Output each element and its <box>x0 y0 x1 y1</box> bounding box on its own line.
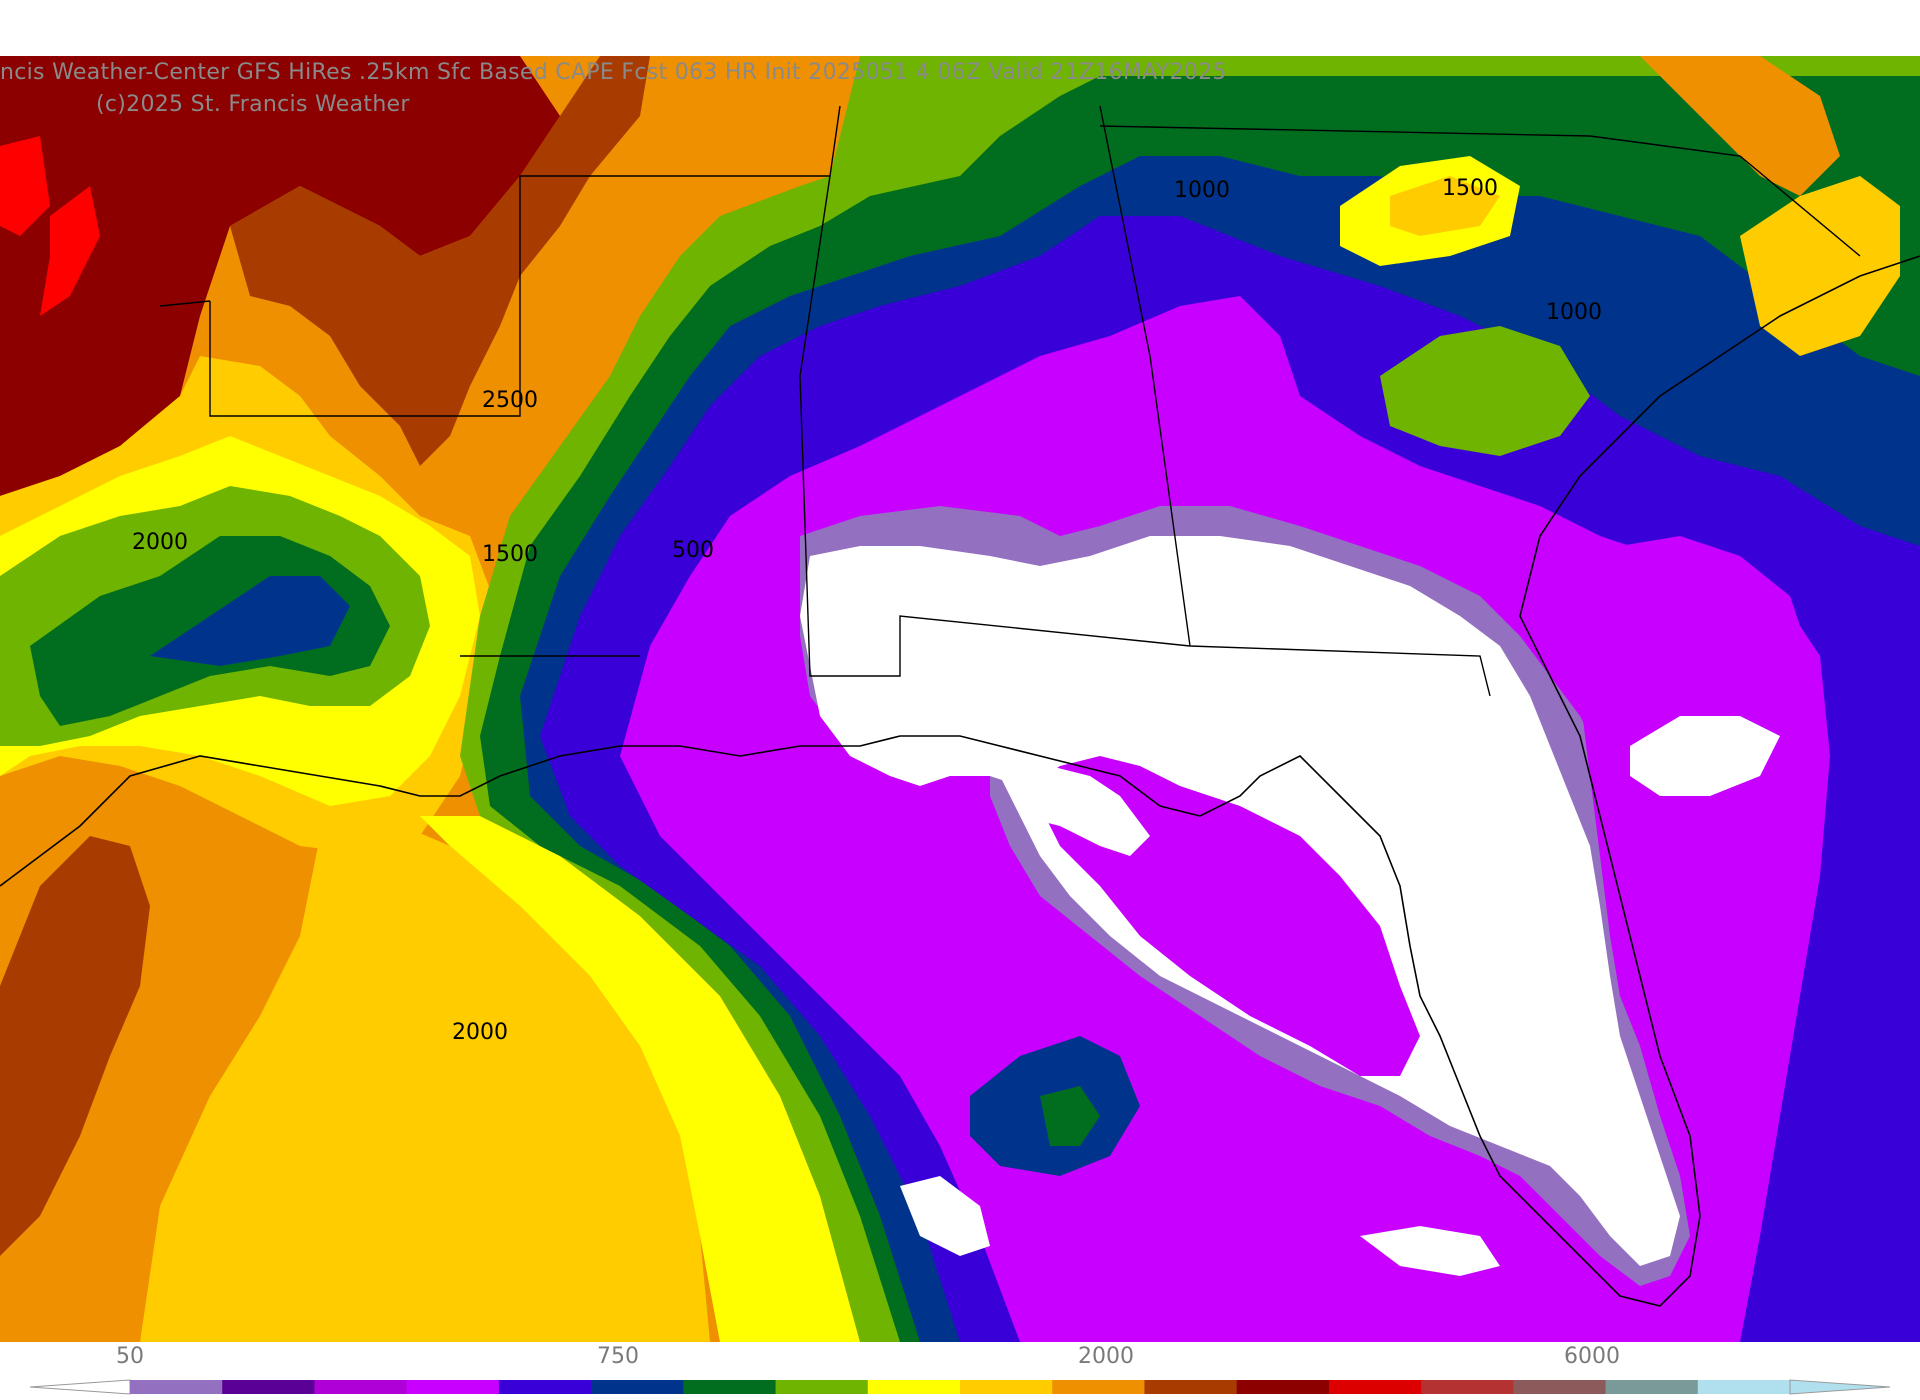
coastline <box>0 255 1920 1307</box>
cape-fill-darkgreen-gulf-blob <box>1040 1086 1100 1146</box>
cape-fill-gold-far-ne <box>1740 176 1900 356</box>
cape-fill-dark-red <box>0 56 560 496</box>
colorbar-tick-750: 750 <box>597 1344 639 1369</box>
cape-fill-white-atlantic <box>1630 716 1780 796</box>
colorbar-swatch <box>406 1380 500 1394</box>
cape-fill-orange-far-ne <box>1640 56 1840 196</box>
cape-fill-gold-gulf <box>140 816 710 1342</box>
cape-fill-white-florida-west <box>1000 766 1150 856</box>
colorbar-swatch <box>1605 1380 1699 1394</box>
cape-fill-green-ne-interior <box>1380 326 1590 456</box>
contour-label-1500-ne: 1500 <box>1442 176 1498 201</box>
cape-fill-brown <box>230 56 650 466</box>
colorbar-swatch <box>498 1380 592 1394</box>
contour-label-2500: 2500 <box>482 388 538 413</box>
contour-label-1000-ne: 1000 <box>1546 300 1602 325</box>
colorbar-arrow-right <box>1789 1379 1891 1395</box>
colorbar-swatch <box>683 1380 777 1394</box>
map-title: ncis Weather-Center GFS HiRes .25km Sfc … <box>0 60 1227 85</box>
colorbar-swatch <box>960 1380 1053 1394</box>
contour-label-1000-north: 1000 <box>1174 178 1230 203</box>
colorbar-swatch <box>130 1380 223 1394</box>
colorbar-swatch <box>1421 1380 1514 1394</box>
cape-fill-navy-west <box>150 576 350 666</box>
colorbar-swatches <box>29 1379 1891 1395</box>
colorbar-swatch <box>1328 1380 1422 1394</box>
colorbar-swatch <box>1052 1380 1145 1394</box>
cape-map <box>0 56 1920 1342</box>
colorbar-swatch <box>1697 1380 1791 1394</box>
colorbar-swatch <box>867 1380 961 1394</box>
colorbar-tick-2000: 2000 <box>1078 1344 1134 1369</box>
state-borders <box>159 105 1861 697</box>
colorbar-swatch <box>314 1380 408 1394</box>
colorbar-swatch <box>591 1380 684 1394</box>
colorbar-arrow-left <box>29 1379 131 1395</box>
colorbar-swatch <box>222 1380 315 1394</box>
cape-fill-white-gulf-blob <box>900 1176 990 1256</box>
contour-label-2000-west: 2000 <box>132 530 188 555</box>
colorbar-tick-50: 50 <box>116 1344 144 1369</box>
cape-fill-gold-ne <box>1390 176 1500 236</box>
colorbar-tick-6000: 6000 <box>1564 1344 1620 1369</box>
cape-fill-brown-sw <box>0 836 150 1256</box>
contour-label-1500-west: 1500 <box>482 542 538 567</box>
contour-label-2000-gulf: 2000 <box>452 1020 508 1045</box>
colorbar-swatch <box>1236 1380 1330 1394</box>
colorbar-swatch <box>775 1380 869 1394</box>
copyright-text: (c)2025 St. Francis Weather <box>96 92 410 117</box>
cape-fill-white-keys-blob <box>1360 1226 1500 1276</box>
colorbar <box>29 1379 1891 1395</box>
contour-label-500: 500 <box>672 538 714 563</box>
cape-fill-red <box>0 136 100 316</box>
colorbar-swatch <box>1144 1380 1238 1394</box>
cape-map-svg <box>0 56 1920 1342</box>
colorbar-swatch <box>1513 1380 1607 1394</box>
cape-fill-yellow-gulf <box>420 816 860 1342</box>
